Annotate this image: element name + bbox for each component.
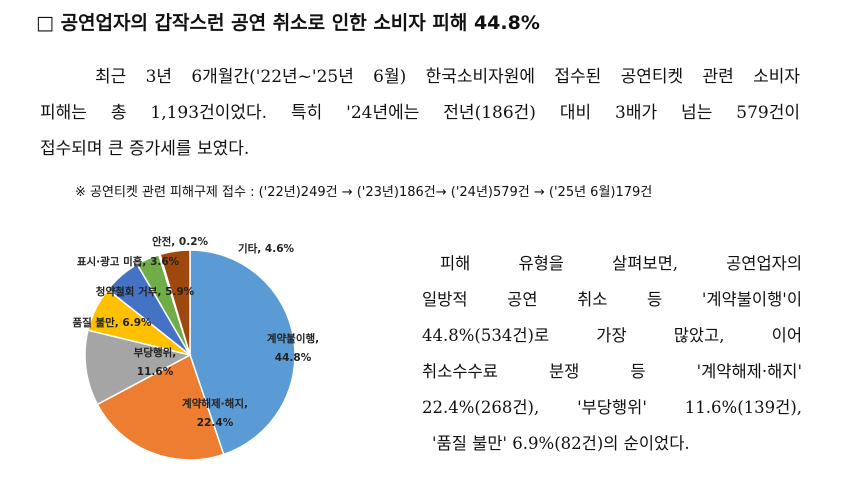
pie-slice xyxy=(189,249,296,456)
title: □ 공연업자의 갑작스런 공연 취소로 인한 소비자 피해 44.8% xyxy=(36,12,540,34)
slice-label: 부당행위, xyxy=(134,346,177,359)
side-line: 22.4%(268건), '부당행위' 11.6%(139건), xyxy=(422,398,802,417)
paragraph-line: 최근 3년 6개월간('22년~'25년 6월) 한국소비자원에 접수된 공연티… xyxy=(95,67,800,87)
slice-value-label: 11.6% xyxy=(137,366,174,378)
slice-value-label: 3.6% xyxy=(150,256,180,268)
slice-value-label: 22.4% xyxy=(197,417,234,429)
slice-category: 품질 불만, xyxy=(72,316,118,329)
slice-value-label: 0.2% xyxy=(179,236,209,248)
slice-label: 계약불이행, xyxy=(267,332,319,345)
paragraph-line: 피해는 총 1,193건이었다. 특히 '24년에는 전년(186건) 대비 3… xyxy=(40,103,800,123)
side-line: 취소수수료 분쟁 등 '계약해제·해지' xyxy=(422,362,802,381)
slice-label: 기타, 4.6% xyxy=(238,242,295,255)
pie-slice xyxy=(159,249,191,356)
slice-label: 계약해제·해지, xyxy=(182,397,248,410)
side-line: 피해 유형을 살펴보면, 공연업자의 xyxy=(440,254,802,273)
paragraph-line: 접수되며 큰 증가세를 보였다. xyxy=(40,139,250,159)
pie-chart: 계약불이행, 44.8% 계약해제·해지, 22.4% 부당행위, 11.6% 품질 불만,… xyxy=(72,235,319,461)
slice-category: 안전, xyxy=(152,235,175,248)
side-line: '품질 불만' 6.9%(82건)의 순이었다. xyxy=(432,434,690,453)
slice-value-label: 5.9% xyxy=(165,286,195,298)
slice-label: 표시·광고 미흡, 3.6% xyxy=(77,255,180,268)
slice-value-label: 4.6% xyxy=(265,243,295,255)
note: ※ 공연티켓 관련 피해구제 접수 : ('22년)249건 → ('23년)1… xyxy=(75,185,653,200)
slice-label: 청약철회 거부, 5.9% xyxy=(96,285,195,298)
slice-value-label: 44.8% xyxy=(275,352,312,364)
side-line: 44.8%(534건)로 가장 많았고, 이어 xyxy=(422,326,802,345)
slice-value-label: 6.9% xyxy=(122,317,152,329)
slice-label: 안전, 0.2% xyxy=(152,235,209,248)
slice-category: 표시·광고 미흡, xyxy=(77,255,147,268)
pie-slice xyxy=(96,353,225,461)
slice-label: 품질 불만, 6.9% xyxy=(72,316,152,329)
side-line: 일방적 공연 취소 등 '계약불이행'이 xyxy=(422,290,802,309)
slice-category: 기타, xyxy=(238,242,261,255)
slice-category: 청약철회 거부, xyxy=(96,285,162,298)
